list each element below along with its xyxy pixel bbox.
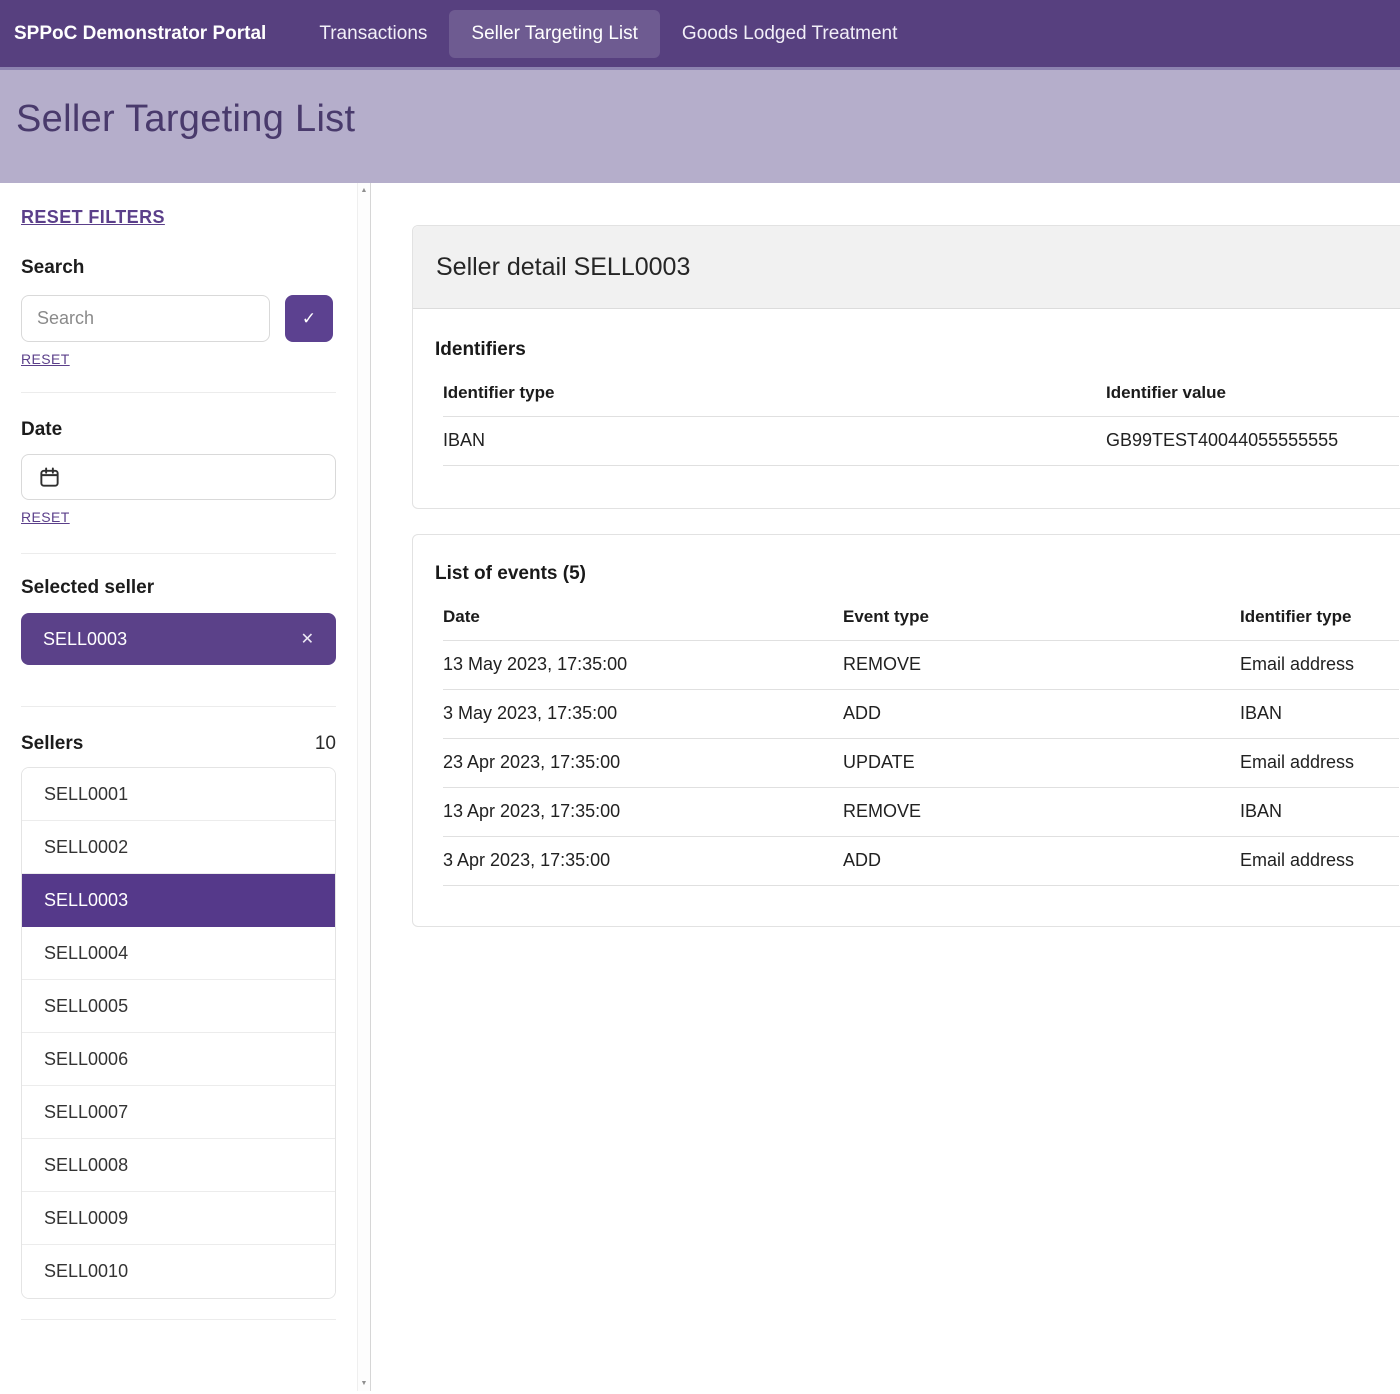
seller-item-selected[interactable]: SELL0003 — [22, 874, 335, 927]
column-header-identifier-value: Identifier value — [1106, 373, 1399, 417]
sellers-list: SELL0001 SELL0002 SELL0003 SELL0004 SELL… — [21, 767, 336, 1299]
selected-seller-chip[interactable]: SELL0003 ✕ — [21, 613, 336, 665]
identifier-value-cell: GB99TEST40044055555555 — [1106, 416, 1399, 466]
section-divider — [21, 392, 336, 393]
date-input[interactable] — [21, 454, 336, 500]
page-header-band: Seller Targeting List — [0, 70, 1400, 183]
top-navbar: SPPoC Demonstrator Portal Transactions S… — [0, 0, 1400, 70]
section-divider — [21, 706, 336, 707]
seller-item[interactable]: SELL0002 — [22, 821, 335, 874]
seller-item[interactable]: SELL0009 — [22, 1192, 335, 1245]
seller-item[interactable]: SELL0008 — [22, 1139, 335, 1192]
column-header-identifier-type: Identifier type — [1240, 597, 1399, 641]
search-reset-link[interactable]: RESET — [21, 351, 70, 367]
section-divider — [21, 553, 336, 554]
reset-filters-link[interactable]: RESET FILTERS — [21, 207, 165, 227]
events-heading: List of events (5) — [435, 563, 586, 584]
event-date-cell: 3 May 2023, 17:35:00 — [443, 689, 843, 739]
seller-item[interactable]: SELL0007 — [22, 1086, 335, 1139]
event-row: 13 Apr 2023, 17:35:00 REMOVE IBAN — [443, 787, 1399, 837]
sellers-count: 10 — [314, 733, 336, 754]
nav-seller-targeting-list[interactable]: Seller Targeting List — [449, 9, 660, 58]
content-area: RESET FILTERS Search ✓ RESET Date — [0, 183, 1400, 1391]
check-icon: ✓ — [301, 308, 317, 328]
page-title: Seller Targeting List — [16, 98, 356, 140]
event-type-cell: REMOVE — [843, 787, 1240, 837]
identifiers-heading: Identifiers — [435, 339, 526, 360]
filters-sidebar: RESET FILTERS Search ✓ RESET Date — [0, 183, 371, 1391]
column-header-date: Date — [443, 597, 843, 641]
search-input[interactable] — [21, 295, 270, 342]
seller-detail-header: Seller detail SELL0003 — [413, 226, 1400, 309]
event-identifier-type-cell: Email address — [1240, 738, 1399, 788]
nav-goods-lodged-treatment[interactable]: Goods Lodged Treatment — [681, 22, 898, 44]
main-nav: Transactions Seller Targeting List Goods… — [297, 9, 919, 58]
event-identifier-type-cell: Email address — [1240, 640, 1399, 690]
seller-item[interactable]: SELL0010 — [22, 1245, 335, 1298]
identifier-type-cell: IBAN — [443, 416, 1106, 466]
nav-transactions[interactable]: Transactions — [319, 22, 428, 44]
identifiers-table: Identifier type Identifier value IBAN GB… — [443, 373, 1399, 466]
seller-item[interactable]: SELL0006 — [22, 1033, 335, 1086]
date-reset-link[interactable]: RESET — [21, 509, 70, 525]
identifiers-header-row: Identifier type Identifier value — [443, 373, 1399, 417]
filters-panel: RESET FILTERS Search ✓ RESET Date — [0, 183, 370, 1320]
seller-detail-card: Seller detail SELL0003 Identifiers Ident… — [412, 225, 1400, 509]
main-content: Seller detail SELL0003 Identifiers Ident… — [371, 183, 1400, 1391]
event-date-cell: 3 Apr 2023, 17:35:00 — [443, 836, 843, 886]
seller-item[interactable]: SELL0005 — [22, 980, 335, 1033]
selected-seller-label: Selected seller — [21, 577, 155, 598]
sidebar-scrollbar[interactable]: ▲ ▼ — [357, 183, 370, 1391]
column-header-identifier-type: Identifier type — [443, 373, 1106, 417]
date-label: Date — [21, 419, 63, 440]
event-date-cell: 13 Apr 2023, 17:35:00 — [443, 787, 843, 837]
event-date-cell: 13 May 2023, 17:35:00 — [443, 640, 843, 690]
sellers-label: Sellers — [21, 733, 84, 754]
event-identifier-type-cell: Email address — [1240, 836, 1399, 886]
selected-seller-value: SELL0003 — [43, 628, 128, 649]
search-row: ✓ — [21, 295, 370, 342]
event-row: 13 May 2023, 17:35:00 REMOVE Email addre… — [443, 640, 1399, 690]
event-identifier-type-cell: IBAN — [1240, 689, 1399, 739]
event-type-cell: ADD — [843, 836, 1240, 886]
search-label: Search — [21, 257, 85, 278]
scroll-up-icon[interactable]: ▲ — [360, 187, 368, 194]
identifier-row: IBAN GB99TEST40044055555555 — [443, 416, 1399, 466]
scroll-down-icon[interactable]: ▼ — [360, 1380, 368, 1387]
column-header-event-type: Event type — [843, 597, 1240, 641]
identifiers-section: Identifiers Identifier type Identifier v… — [413, 309, 1400, 508]
event-type-cell: REMOVE — [843, 640, 1240, 690]
events-card: List of events (5) Date Event type Ident… — [412, 534, 1400, 927]
seller-item[interactable]: SELL0004 — [22, 927, 335, 980]
event-identifier-type-cell: IBAN — [1240, 787, 1399, 837]
seller-detail-title: Seller detail SELL0003 — [436, 252, 691, 281]
event-row: 3 May 2023, 17:35:00 ADD IBAN — [443, 689, 1399, 739]
event-row: 23 Apr 2023, 17:35:00 UPDATE Email addre… — [443, 738, 1399, 788]
calendar-icon[interactable] — [38, 466, 61, 489]
events-header-row: Date Event type Identifier type — [443, 597, 1399, 641]
sellers-header: Sellers 10 — [21, 733, 336, 755]
events-table: Date Event type Identifier type 13 May 2… — [443, 597, 1399, 886]
section-divider — [21, 1319, 336, 1320]
remove-selected-seller-icon[interactable]: ✕ — [300, 631, 314, 648]
event-type-cell: ADD — [843, 689, 1240, 739]
search-submit-button[interactable]: ✓ — [285, 295, 333, 342]
brand-title: SPPoC Demonstrator Portal — [14, 22, 267, 44]
events-section: List of events (5) Date Event type Ident… — [413, 535, 1400, 926]
event-row: 3 Apr 2023, 17:35:00 ADD Email address — [443, 836, 1399, 886]
seller-item[interactable]: SELL0001 — [22, 768, 335, 821]
event-type-cell: UPDATE — [843, 738, 1240, 788]
event-date-cell: 23 Apr 2023, 17:35:00 — [443, 738, 843, 788]
